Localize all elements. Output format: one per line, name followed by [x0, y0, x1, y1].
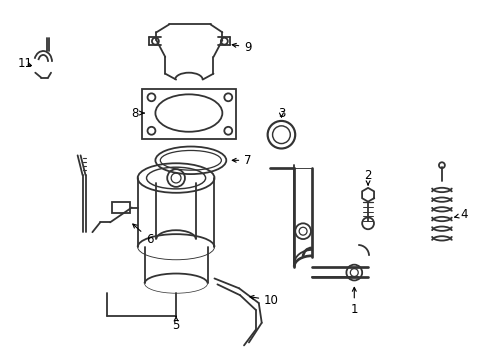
- Text: 1: 1: [350, 287, 358, 316]
- Bar: [142, 89, 236, 139]
- Bar: [112, 202, 130, 213]
- Text: 6: 6: [133, 224, 153, 246]
- Text: 9: 9: [232, 41, 252, 54]
- Text: 8: 8: [131, 107, 144, 120]
- Text: 11: 11: [18, 57, 33, 70]
- Text: 4: 4: [455, 208, 468, 221]
- Text: 10: 10: [250, 294, 279, 307]
- Text: 7: 7: [232, 154, 252, 167]
- Text: 2: 2: [365, 168, 372, 185]
- Text: 3: 3: [278, 107, 285, 120]
- Text: 5: 5: [172, 316, 180, 332]
